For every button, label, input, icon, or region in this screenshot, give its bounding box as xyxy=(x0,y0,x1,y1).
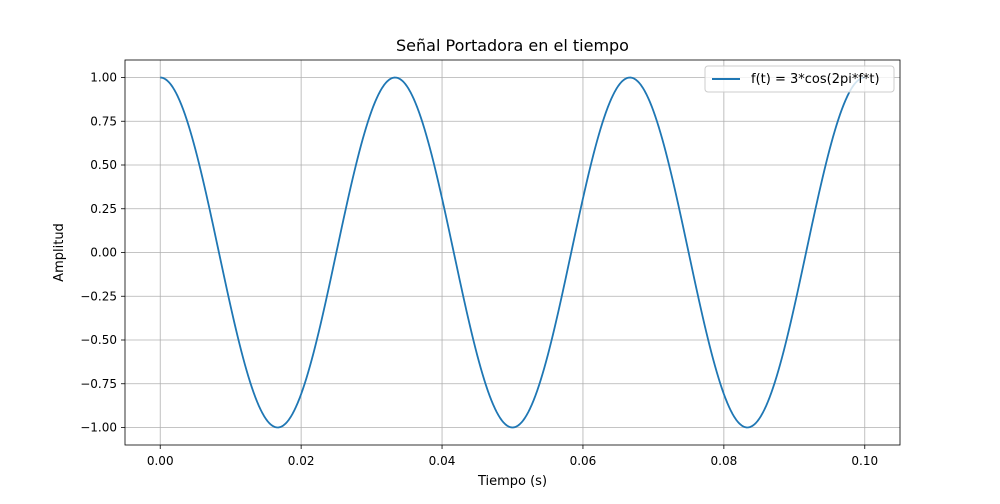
y-tick-label: −0.25 xyxy=(80,289,117,303)
y-tick-label: 0.50 xyxy=(90,158,117,172)
legend: f(t) = 3*cos(2pi*f*t) xyxy=(704,65,895,93)
x-tick-label: 0.02 xyxy=(288,454,315,468)
y-tick-label: −1.00 xyxy=(80,421,117,435)
y-tick-label: 0.00 xyxy=(90,246,117,260)
x-tick-label: 0.00 xyxy=(147,454,174,468)
y-tick-label: 0.75 xyxy=(90,114,117,128)
y-axis-label: Amplitud xyxy=(52,223,67,282)
y-tick-label: −0.75 xyxy=(80,377,117,391)
x-tick-label: 0.08 xyxy=(711,454,738,468)
legend-box xyxy=(704,65,895,93)
series-layer xyxy=(160,76,865,429)
y-tick-label: 0.25 xyxy=(90,202,117,216)
x-tick-label: 0.10 xyxy=(851,454,878,468)
x-tick-label: 0.06 xyxy=(570,454,597,468)
y-tick-label: 1.00 xyxy=(90,71,117,85)
axis-ticks: 0.00 0.02 0.04 0.06 0.08 0.10 1.00 0.75 0.50 0.25… xyxy=(80,71,878,469)
x-tick-label: 0.04 xyxy=(429,454,456,468)
series-line-carrier xyxy=(160,76,865,429)
chart-title: Señal Portadora en el tiempo xyxy=(396,36,629,55)
x-axis-label: Tiempo (s) xyxy=(477,474,547,489)
legend-label: f(t) = 3*cos(2pi*f*t) xyxy=(751,72,880,87)
y-tick-label: −0.50 xyxy=(80,333,117,347)
